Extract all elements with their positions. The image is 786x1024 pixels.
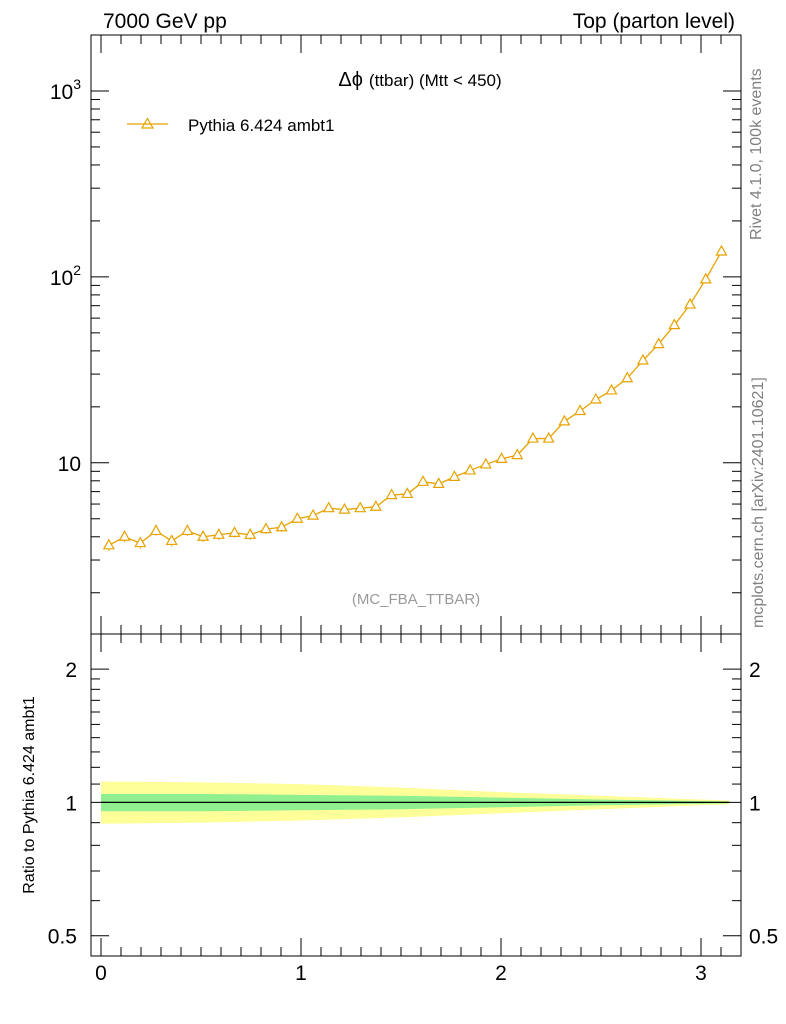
data-point (589, 392, 602, 404)
main-y-tick-label: 10 (58, 453, 81, 476)
data-point (558, 414, 571, 426)
title-text: (ttbar) (Mtt < 450) (369, 71, 502, 90)
data-point (526, 431, 539, 443)
data-point (275, 520, 288, 532)
data-point (699, 272, 712, 284)
data-point (511, 448, 524, 460)
data-point (668, 318, 681, 330)
data-point (464, 463, 477, 475)
ratio-x-tick-label: 3 (695, 962, 707, 985)
data-point (197, 530, 210, 541)
ratio-y-tick-label-right: 1 (749, 792, 761, 815)
data-point (684, 297, 697, 309)
data-point (354, 501, 367, 513)
ratio-x-tick-label: 0 (95, 962, 107, 985)
data-point (338, 502, 351, 514)
legend-triangle-icon (140, 117, 155, 129)
ratio-y-label: Ratio to Pythia 6.424 ambt1 (21, 696, 38, 894)
ratio-x-tick-label: 2 (495, 962, 507, 985)
main-y-tick-label: 102 (50, 262, 81, 290)
header-right: Top (parton level) (573, 10, 735, 33)
data-point (291, 512, 304, 523)
data-point (385, 488, 398, 500)
data-point (259, 522, 272, 534)
data-point (495, 452, 508, 463)
data-point (432, 477, 445, 489)
data-point (479, 457, 492, 469)
legend: Pythia 6.424 ambt1 (127, 116, 334, 135)
ratio-y-ticks: 0.5 0.5 1 1 2 2 (48, 659, 778, 949)
data-point (401, 487, 414, 499)
data-point (102, 538, 115, 550)
data-point (574, 404, 587, 416)
data-point (165, 534, 178, 546)
header-left: 7000 GeV pp (103, 10, 227, 33)
analysis-label: (MC_FBA_TTBAR) (352, 591, 480, 608)
data-point (212, 528, 225, 539)
title-symbol: Δϕ (338, 69, 363, 91)
ratio-y-tick-label-left: 1 (65, 792, 77, 815)
data-point (621, 371, 634, 383)
main-y-tick-label: 103 (50, 76, 81, 104)
main-x-ticks (100, 35, 742, 634)
data-point (134, 536, 147, 548)
legend-label: Pythia 6.424 ambt1 (188, 116, 334, 135)
data-point (322, 501, 335, 513)
data-point (636, 353, 649, 365)
data-point (715, 244, 728, 256)
plot-title: Δϕ (ttbar) (Mtt < 450) (338, 69, 501, 91)
data-point (369, 500, 382, 511)
data-point (448, 470, 461, 481)
ratio-y-tick-label-left: 0.5 (48, 926, 77, 949)
data-point (307, 508, 320, 520)
ratio-frame (90, 633, 742, 957)
ratio-x-tick-label: 1 (295, 962, 307, 985)
data-point (542, 431, 555, 443)
ratio-y-tick-label-left: 2 (65, 659, 77, 682)
ratio-y-tick-label-right: 2 (749, 659, 761, 682)
series-line (108, 251, 723, 546)
main-y-ticks: 10 102 103 (50, 34, 741, 594)
mcplots-label: mcplots.cern.ch [arXiv:2401.10621] (750, 377, 767, 628)
ratio-bands (101, 781, 730, 824)
data-point (605, 383, 618, 395)
data-point (652, 337, 665, 349)
ratio-y-tick-label-right: 0.5 (749, 926, 778, 949)
ratio-panel: 0.5 0.5 1 1 2 2 0 1 2 3 Ratio to Pythia 6.424 am… (21, 633, 778, 985)
series-pythia (102, 244, 728, 552)
data-point (149, 524, 162, 536)
main-panel: Δϕ (ttbar) (Mtt < 450) 10 102 103 Pythia 6.… (50, 34, 742, 635)
data-point (118, 530, 131, 541)
data-point (181, 524, 194, 536)
ratio-x-ticks: 0 1 2 3 (95, 634, 742, 985)
data-point (417, 475, 430, 486)
data-point (244, 528, 257, 539)
rivet-label: Rivet 4.1.0, 100k events (748, 68, 765, 240)
data-point (228, 526, 241, 537)
